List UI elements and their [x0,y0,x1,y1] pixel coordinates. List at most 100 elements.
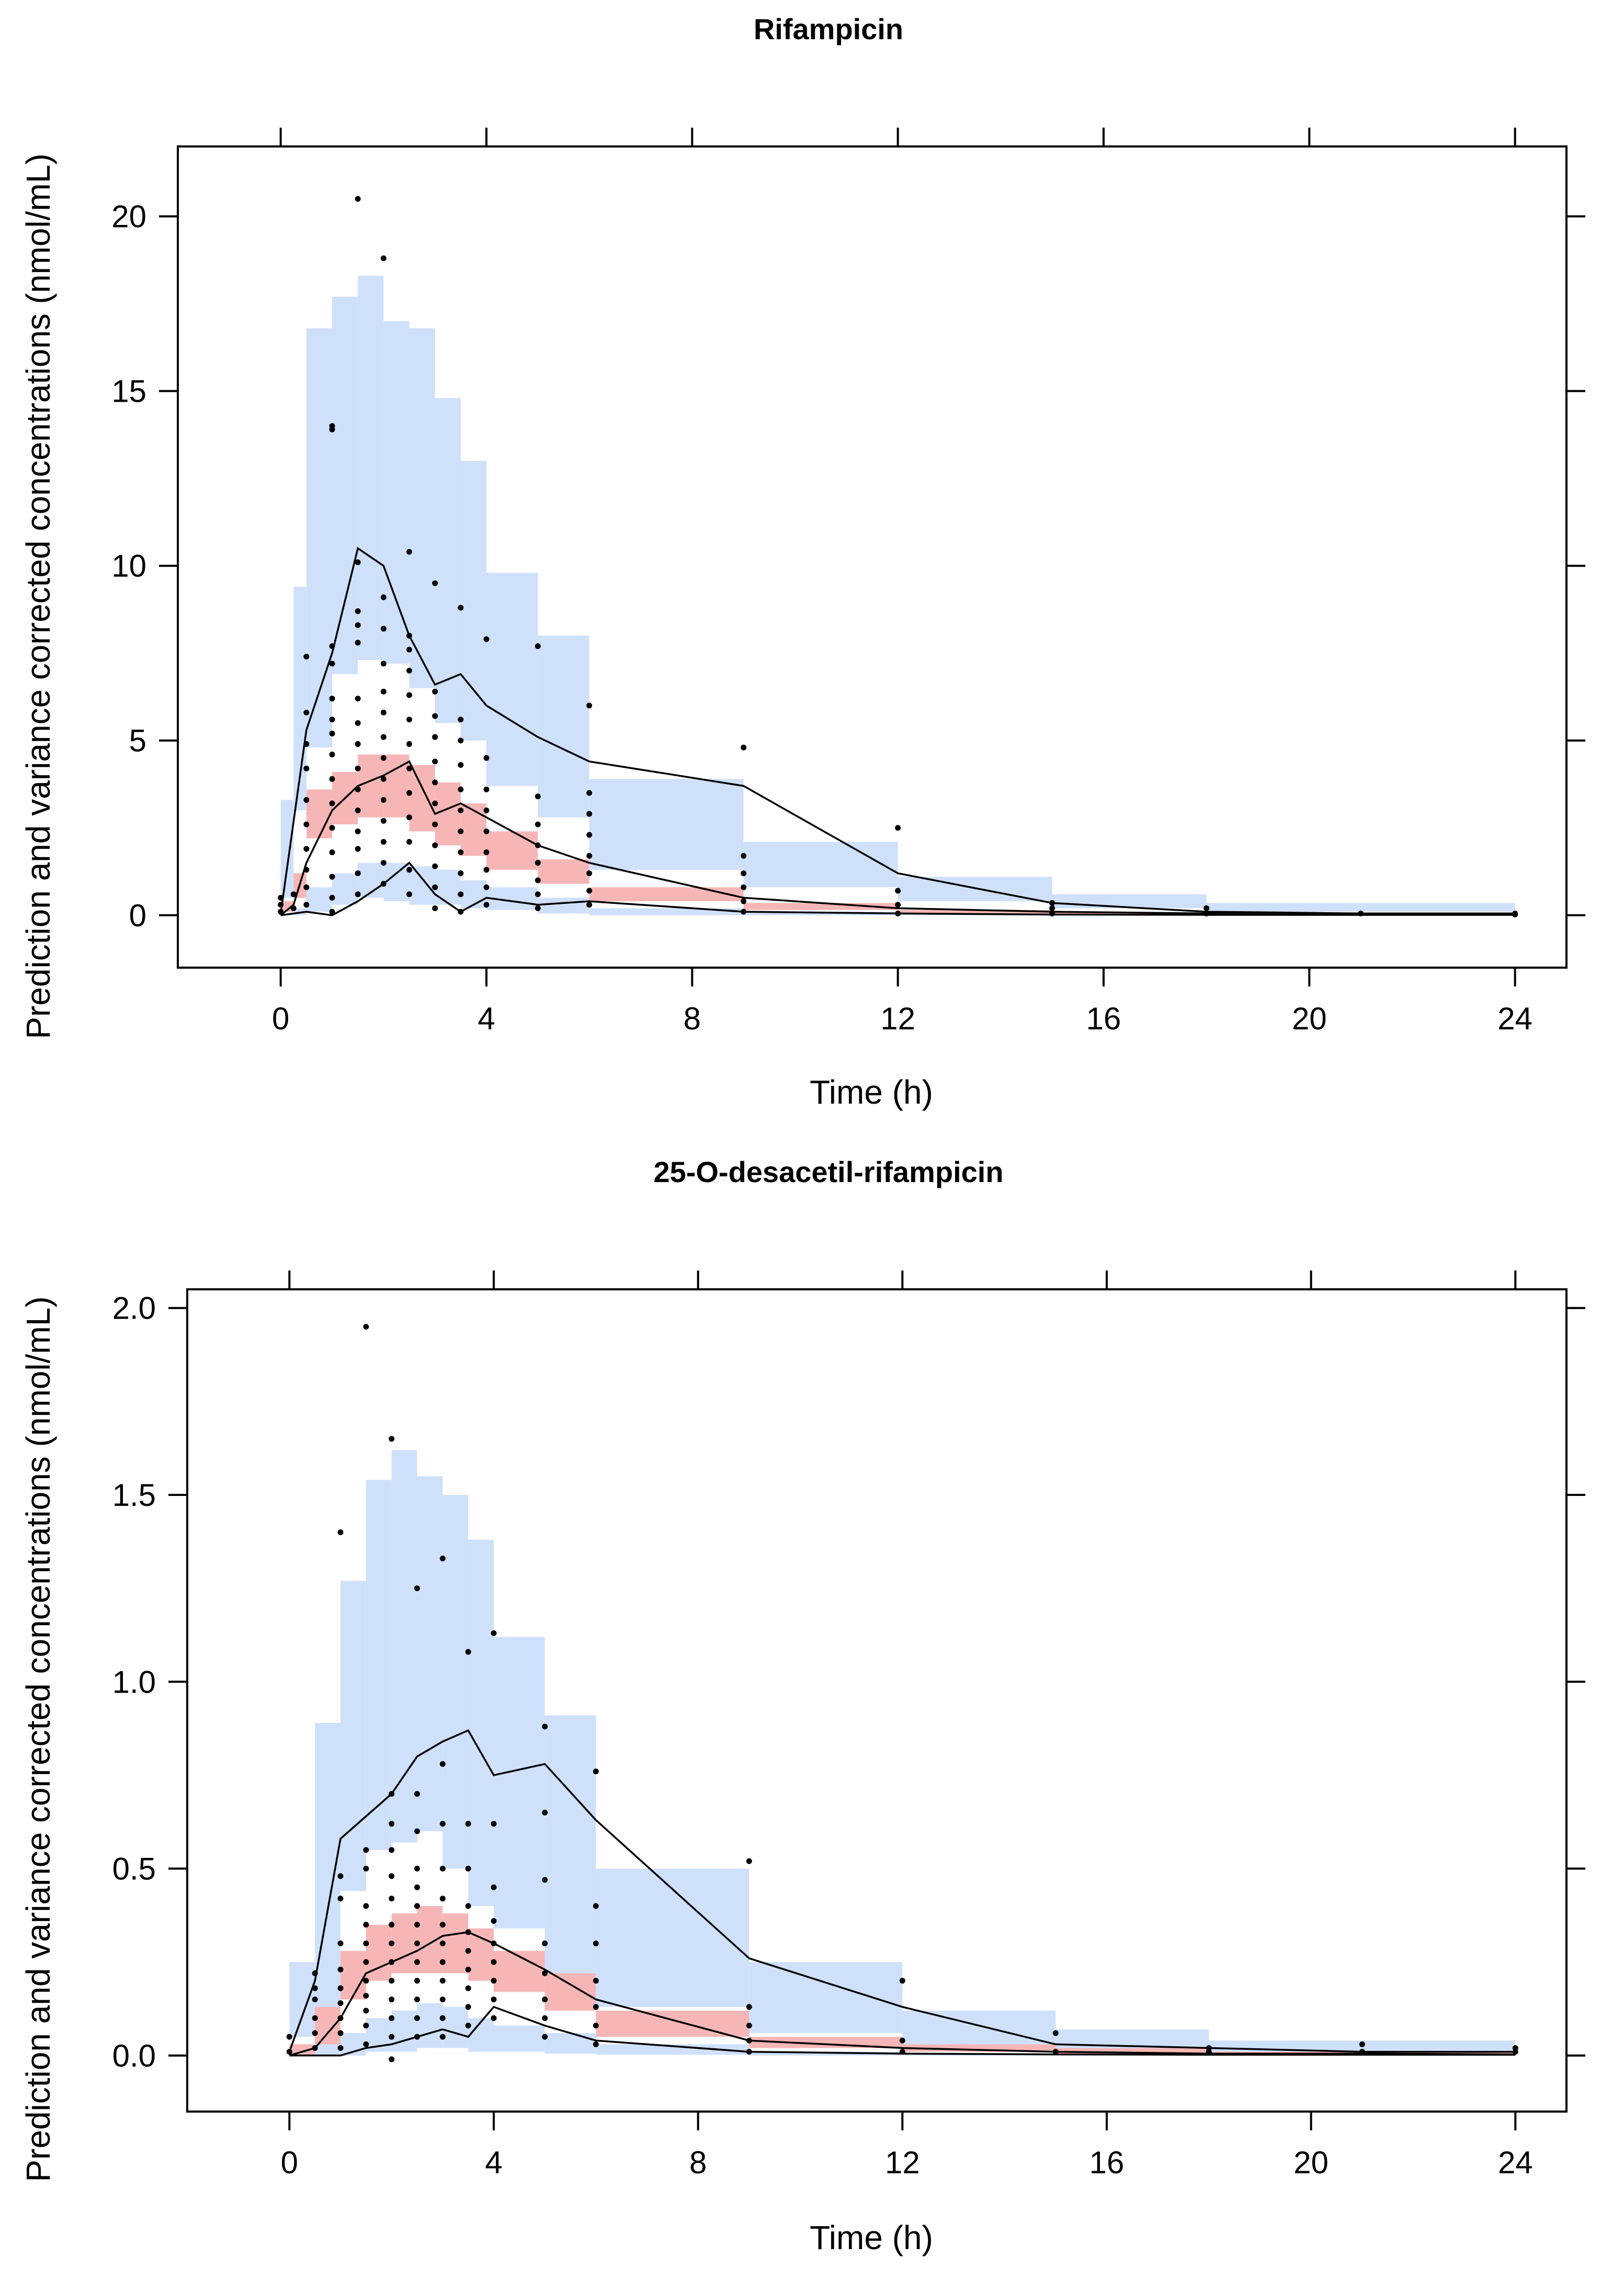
observation-point [337,2000,344,2006]
observation-point [586,811,593,817]
observation-point [303,653,310,660]
observation-point [1049,900,1055,906]
observation-point [389,2056,395,2062]
observed-points [278,196,1518,917]
pi-upper-band [494,1637,545,1928]
observation-point [895,910,901,916]
observation-point [337,2015,344,2021]
observation-point [483,828,490,834]
pi-upper-band [358,276,384,661]
observation-point [329,873,335,880]
observation-point [439,1821,446,1827]
plot-frame [177,145,1568,969]
observation-point [465,2023,471,2029]
x-tick-label: 20 [1292,1001,1327,1036]
observation-point [406,867,412,873]
observation-point [363,1978,369,1984]
pi-median-band [460,803,486,856]
observation-point [741,870,747,877]
pi-median-band [898,910,1052,914]
observation-point [278,909,284,915]
y-tick-label: 0.0 [112,2038,156,2073]
observation-point [286,2049,292,2055]
observation-point [491,1996,497,2003]
panel-rifampicin: Rifampicin 0 4 8 12 16 20 24 0 5 10 15 20 Time (h)… [19,13,1585,1111]
observation-point [414,1959,420,1965]
pi-upper-band [468,1539,494,1906]
observation-point [535,842,541,848]
observation-point [414,1828,420,1834]
pi-upper-band [1052,894,1207,909]
observation-point [1512,910,1518,916]
observation-point [432,842,438,848]
observation-point [1512,2045,1518,2051]
observation-point [593,1903,599,1909]
pi-lower-band [538,898,589,914]
x-axis-label: Time (h) [810,1073,933,1111]
observation-point [303,765,310,772]
observation-point [278,902,284,908]
observation-point [355,696,361,702]
pi-lower-band [435,869,461,905]
observation-point [1052,2049,1059,2055]
y-tick-label: 10 [111,549,146,584]
observation-point [439,1866,446,1872]
observation-point [586,702,593,709]
observation-point [458,828,464,834]
pi-median-band [383,754,410,818]
observation-point [535,860,541,866]
pi-median-band [596,2011,749,2037]
observation-point [406,646,412,653]
observation-point [303,867,310,873]
pi-upper-band [409,328,435,688]
observation-point [439,1996,446,2003]
observation-point [406,549,412,555]
observation-point [483,786,490,792]
observation-point [312,2045,318,2051]
observation-point [586,888,593,894]
x-tick-label: 16 [1086,1001,1121,1036]
observation-point [414,1903,420,1909]
observation-point [439,1555,446,1561]
observation-point [363,1940,369,1946]
observation-point [741,898,747,904]
x-tick-label: 16 [1089,2145,1125,2180]
pi-median-band [494,1950,545,1992]
observation-point [355,622,361,628]
x-tick-label: 8 [689,2145,707,2180]
observation-point [312,1996,318,2003]
observation-point [380,755,387,761]
pi-median-band [1055,2048,1209,2054]
observation-point [312,1985,318,1991]
pi-median-band [435,782,461,846]
observation-point [290,905,297,911]
observed-percentile-lines [279,547,1515,916]
observation-point [465,1929,471,1935]
y-axis-label: Prediction and variance corrected concen… [19,1296,57,2182]
y-tick-label: 20 [111,199,146,234]
observation-point [483,902,490,908]
pi-median-band [468,1928,494,1981]
observation-point [329,423,335,429]
pi-median-band [749,2037,903,2048]
observation-point [432,734,438,740]
observation-point [1049,910,1055,916]
observation-point [312,2030,318,2036]
observation-point [414,1866,420,1872]
observation-point [363,1866,369,1872]
pi-median-band [340,1950,366,2000]
observation-point [432,863,438,869]
x-tick-label: 0 [281,2145,298,2180]
observed-points [286,1323,1518,2062]
pi-median-band [902,2044,1056,2052]
observation-point [355,559,361,565]
observation-point [483,636,490,642]
observation-point [542,1723,548,1730]
observation-point [337,2045,344,2051]
observation-point [389,2015,395,2021]
observation-point [542,1940,548,1946]
pi-median-band [315,2006,340,2045]
observation-point [406,717,412,723]
observed-p95-line [279,547,1515,915]
observation-point [337,2030,344,2036]
